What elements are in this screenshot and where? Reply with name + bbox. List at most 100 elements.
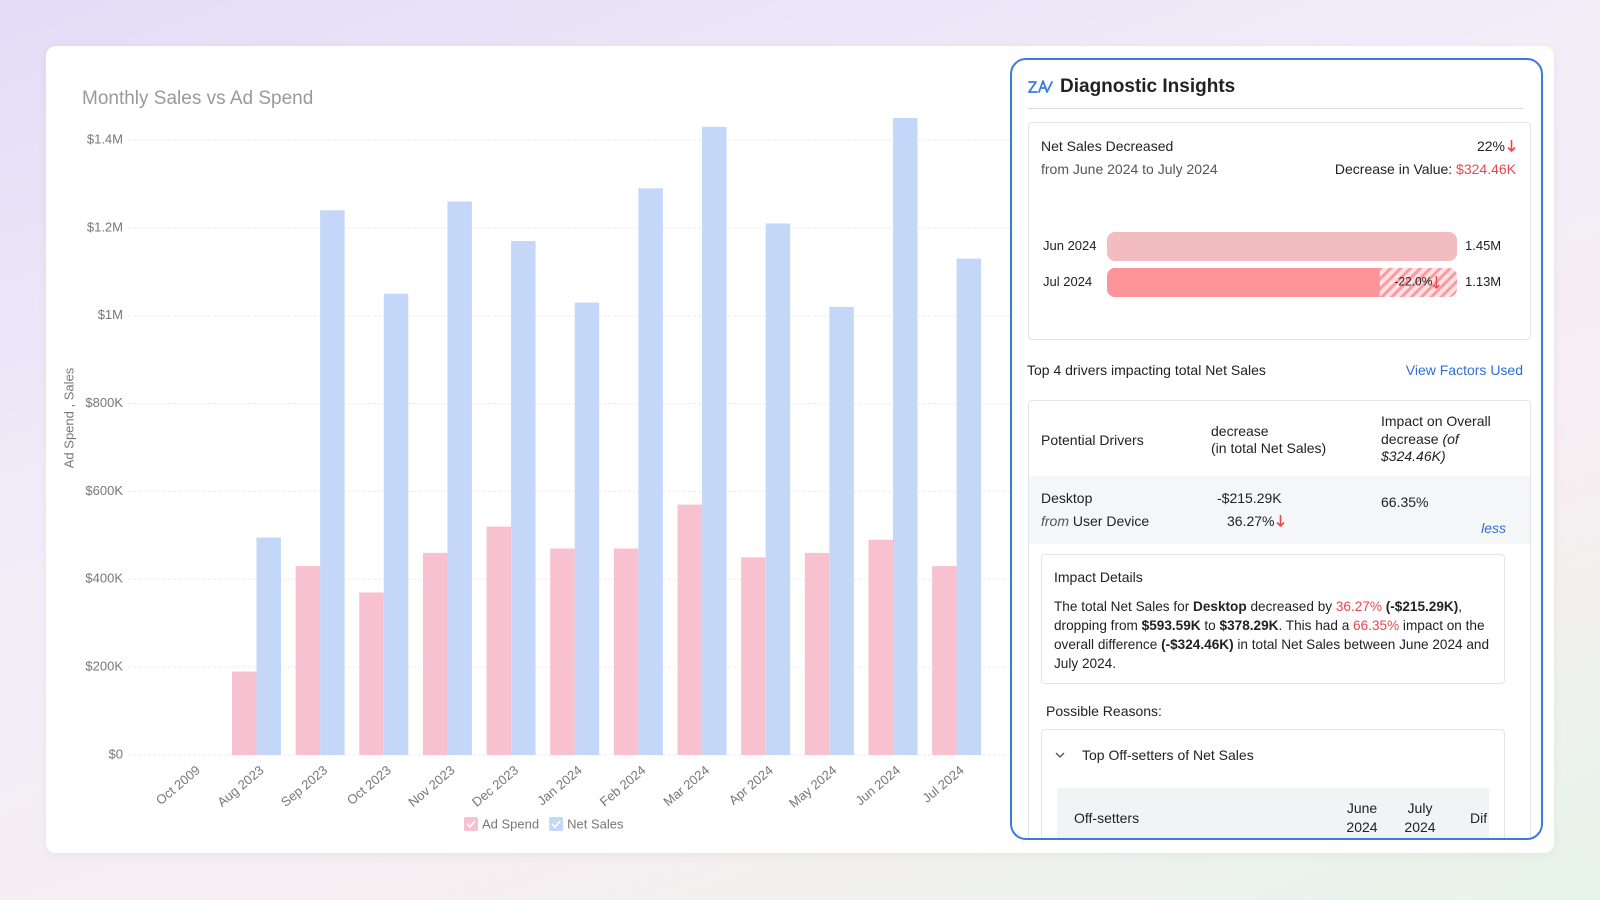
header-cell: 2024 [1404, 819, 1436, 835]
chart-title: Monthly Sales vs Ad Spend [82, 88, 313, 109]
bar [804, 552, 830, 755]
summary-decrease: Decrease in Value: $324.46K [1335, 160, 1516, 178]
header-cell: (in total Net Sales) [1211, 440, 1327, 456]
down-arrow [1432, 276, 1440, 289]
source-prefix: from [1041, 513, 1069, 529]
text-segment: 36.27% [1335, 599, 1382, 614]
header-cell: $324.46K) [1381, 448, 1446, 464]
change-text: 22% [1476, 138, 1505, 154]
logo-icon [1028, 80, 1053, 93]
reasons-title: Possible Reasons: [1046, 703, 1162, 719]
y-tick-label: $400K [85, 571, 123, 586]
bar-value-label: 1.45M [1465, 238, 1501, 253]
x-tick-label: Apr 2024 [726, 762, 776, 807]
x-tick-label: Feb 2024 [597, 762, 649, 809]
down-arrow [1507, 140, 1516, 153]
insights-panel: Diagnostic Insights Net Sales Decreased … [1010, 58, 1543, 840]
legend-swatch [464, 817, 478, 831]
decrease-label: Decrease in Value: [1334, 161, 1453, 177]
header-cell: July [1407, 800, 1433, 816]
x-tick-label: Mar 2024 [660, 762, 712, 809]
legend-label: Net Sales [567, 816, 624, 831]
bar [511, 241, 536, 756]
bar [1107, 232, 1457, 261]
bar [422, 552, 448, 755]
driver-source: from User Device [1041, 512, 1149, 530]
bar [638, 188, 663, 756]
bar [295, 566, 321, 755]
bar [574, 302, 600, 755]
header-cell: June [1346, 800, 1378, 816]
summary-period: from June 2024 to July 2024 [1041, 161, 1218, 177]
bar [231, 671, 257, 755]
text-segment: (-$324.46K) [1161, 637, 1234, 652]
bar [486, 526, 512, 755]
text-segment: impact on the overall difference [1054, 618, 1485, 652]
text-segment: in total Net Sales between June 2024 and… [1054, 637, 1490, 671]
change-text: 36.27% [1227, 513, 1275, 529]
x-tick-label: May 2024 [786, 762, 839, 810]
text-segment: Desktop [1193, 599, 1247, 614]
header-cell: decrease [1211, 423, 1269, 439]
bar [956, 258, 982, 755]
header-text: (of [1442, 431, 1459, 447]
summary-box: Net Sales Decreased 22% from June 2024 t… [1028, 122, 1531, 340]
legend-label: Ad Spend [482, 816, 539, 831]
header-cell: Off-setters [1074, 810, 1140, 826]
change-label: -22.0% [1394, 275, 1432, 289]
y-axis-label: Ad Spend , Sales [61, 367, 76, 468]
x-tick-label: Jul 2024 [919, 762, 966, 805]
drivers-table: Potential Drivers decrease (in total Net… [1028, 400, 1531, 838]
panel-title: Diagnostic Insights [1060, 76, 1236, 97]
bar-label: Jul 2024 [1043, 274, 1092, 289]
chevron[interactable] [1054, 750, 1066, 760]
impact-details: Impact Details The total Net Sales for D… [1041, 554, 1505, 684]
comparison-chart: Jun 2024 1.45M Jul 2024 -22.0% 1.13M [1043, 232, 1501, 297]
bar [702, 126, 727, 756]
x-tick-label: Sep 2023 [278, 762, 330, 809]
bar [320, 210, 345, 756]
bar [829, 306, 854, 755]
text-segment: , dropping from [1054, 599, 1463, 633]
bar [613, 548, 639, 755]
y-tick-label: $800K [85, 395, 123, 410]
y-tick-label: $0 [109, 746, 123, 761]
y-tick-label: $1.4M [87, 131, 123, 146]
view-factors-link[interactable]: View Factors Used [1405, 362, 1523, 378]
bar [677, 504, 703, 755]
summary-heading: Net Sales Decreased [1041, 138, 1174, 154]
bar [892, 118, 918, 756]
reasons-box: Top Off-setters of Net Sales Off-setters… [1041, 729, 1505, 838]
header-cell: Impact on Overall [1381, 413, 1491, 429]
x-tick-label: Oct 2009 [153, 762, 203, 807]
driver-change: 36.27% [1227, 512, 1286, 530]
legend-swatch [549, 817, 564, 831]
text-segment: . This had a [1278, 618, 1354, 633]
less-toggle[interactable]: less [1481, 520, 1506, 536]
text-segment: The total Net Sales for [1054, 599, 1194, 614]
text-segment: 66.35% [1353, 618, 1400, 633]
group-title[interactable]: Top Off-setters of Net Sales [1082, 747, 1254, 763]
bar-label: Jun 2024 [1043, 238, 1097, 253]
bar [741, 557, 766, 755]
text-segment: to [1200, 618, 1220, 633]
legend-check [551, 820, 561, 829]
x-tick-label: Dec 2023 [469, 762, 521, 809]
x-tick-label: Jan 2024 [534, 762, 585, 808]
text-segment: decreased by [1246, 599, 1336, 614]
bar [447, 201, 472, 755]
bar [932, 566, 957, 755]
drivers-heading: Top 4 drivers impacting total Net Sales [1027, 362, 1266, 378]
bar [765, 223, 791, 755]
source-text: User Device [1072, 513, 1150, 529]
y-tick-label: $1.2M [87, 219, 123, 234]
bar [868, 539, 893, 755]
legend-check [466, 820, 476, 829]
y-tick-label: $200K [85, 659, 123, 674]
bar [256, 537, 281, 755]
row-background [1029, 476, 1530, 544]
bar [359, 592, 384, 755]
bar-value-label: 1.13M [1465, 274, 1501, 289]
